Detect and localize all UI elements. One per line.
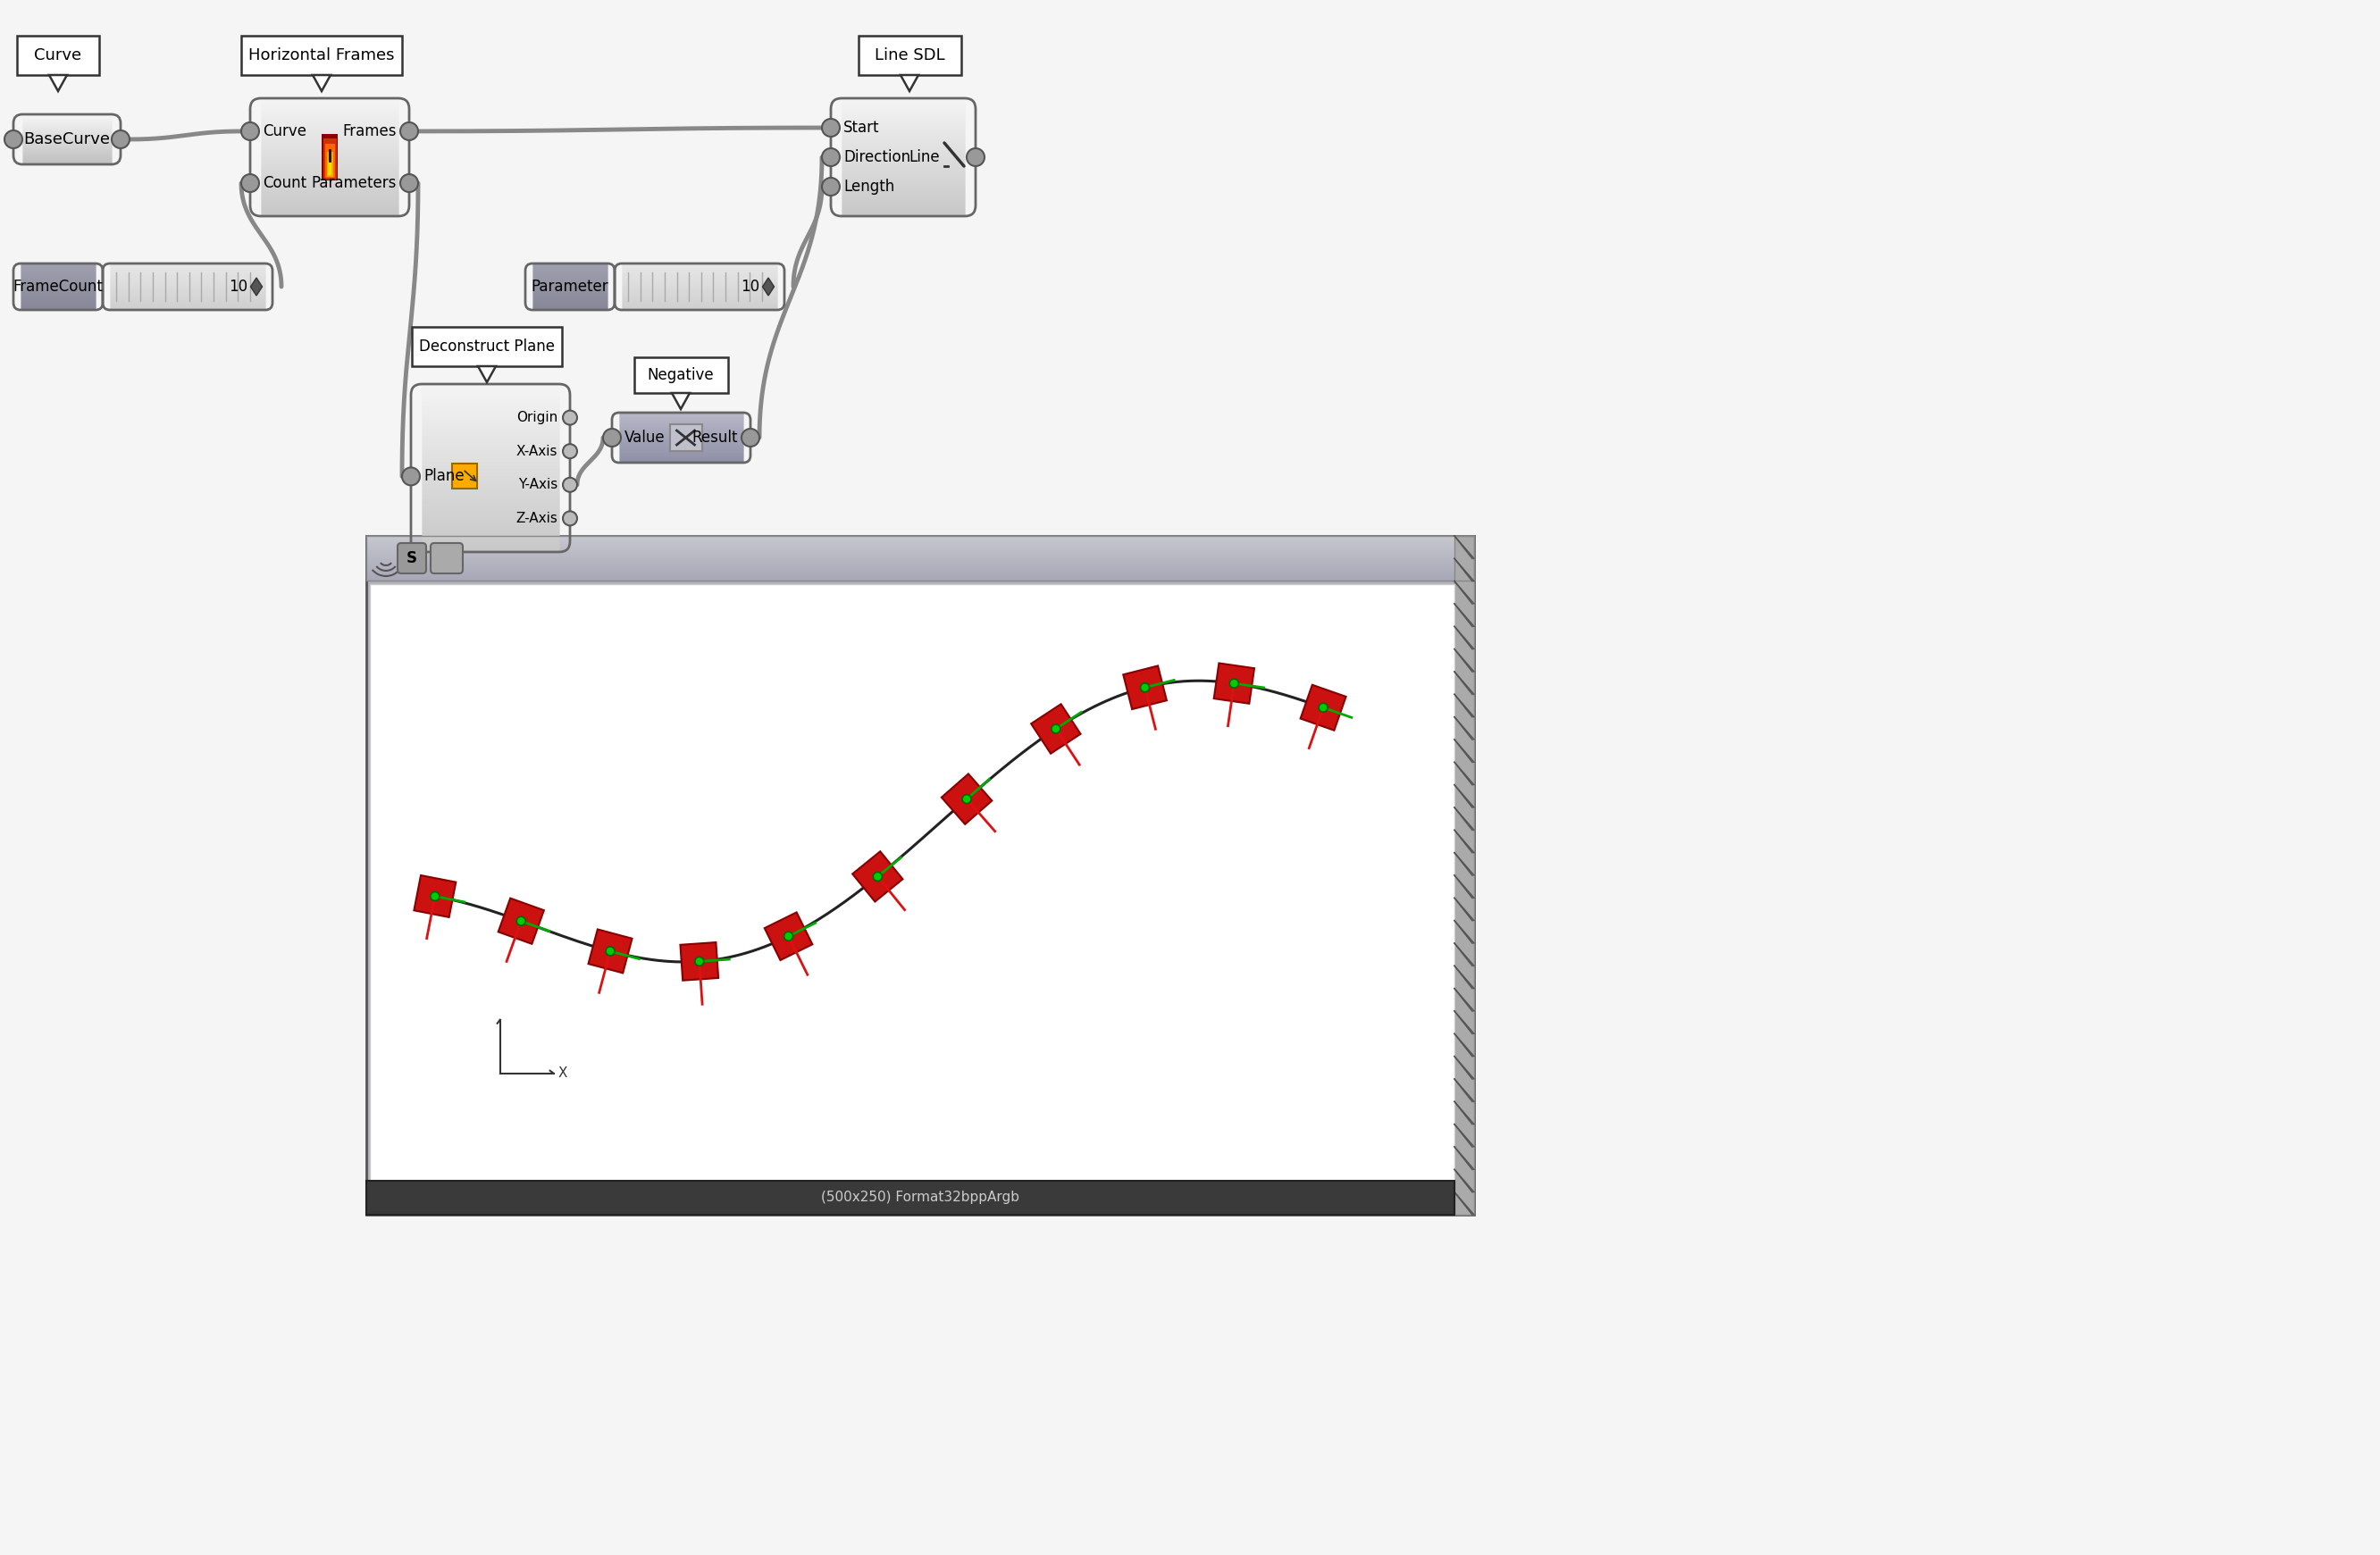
Circle shape xyxy=(431,893,440,900)
Text: Result: Result xyxy=(693,429,738,446)
Polygon shape xyxy=(764,913,812,959)
Text: Direction: Direction xyxy=(843,149,912,165)
Bar xyxy=(367,536,1473,1214)
Text: Count: Count xyxy=(262,176,307,191)
Circle shape xyxy=(562,445,576,459)
Circle shape xyxy=(516,916,526,925)
Text: BaseCurve: BaseCurve xyxy=(24,131,109,148)
Circle shape xyxy=(1140,683,1150,692)
Text: Curve: Curve xyxy=(33,47,81,64)
Circle shape xyxy=(112,131,129,148)
Bar xyxy=(326,152,333,177)
Text: S: S xyxy=(407,550,416,566)
Circle shape xyxy=(695,956,704,966)
Circle shape xyxy=(240,174,259,193)
Circle shape xyxy=(562,411,576,425)
Text: FrameCount: FrameCount xyxy=(12,278,102,295)
Polygon shape xyxy=(900,75,919,92)
Polygon shape xyxy=(1123,666,1166,709)
Text: Horizontal Frames: Horizontal Frames xyxy=(248,47,395,64)
Polygon shape xyxy=(762,278,774,295)
Text: Negative: Negative xyxy=(647,367,714,383)
Circle shape xyxy=(821,148,840,166)
Text: (500x250) Format32bppArgb: (500x250) Format32bppArgb xyxy=(821,1191,1019,1205)
Circle shape xyxy=(562,477,576,491)
Polygon shape xyxy=(942,774,992,824)
Polygon shape xyxy=(1031,704,1081,754)
Circle shape xyxy=(966,148,985,166)
Bar xyxy=(452,463,476,488)
Circle shape xyxy=(607,947,614,956)
Circle shape xyxy=(400,123,419,140)
Polygon shape xyxy=(588,930,633,973)
Polygon shape xyxy=(414,875,457,917)
Text: X: X xyxy=(557,1067,566,1081)
Circle shape xyxy=(1052,725,1061,734)
FancyBboxPatch shape xyxy=(431,543,462,574)
Text: Origin: Origin xyxy=(516,411,557,425)
Text: Parameter: Parameter xyxy=(531,278,609,295)
Bar xyxy=(859,36,962,75)
Text: Value: Value xyxy=(624,429,666,446)
Text: Line: Line xyxy=(909,149,940,165)
Bar xyxy=(367,536,1473,580)
Bar xyxy=(367,1180,1454,1214)
Circle shape xyxy=(743,429,759,446)
Polygon shape xyxy=(671,393,690,409)
Circle shape xyxy=(962,795,971,804)
Text: Start: Start xyxy=(843,120,881,135)
Polygon shape xyxy=(852,852,902,902)
Polygon shape xyxy=(250,278,262,295)
Text: Parameters: Parameters xyxy=(312,176,397,191)
Polygon shape xyxy=(681,942,719,981)
Bar xyxy=(240,36,402,75)
Text: Plane: Plane xyxy=(424,468,464,485)
Polygon shape xyxy=(312,75,331,92)
Text: 10: 10 xyxy=(228,278,248,295)
Circle shape xyxy=(821,118,840,137)
Polygon shape xyxy=(1299,684,1347,731)
Polygon shape xyxy=(50,75,67,92)
Bar xyxy=(369,585,1454,1180)
Text: X-Axis: X-Axis xyxy=(516,445,557,457)
Text: Line SDL: Line SDL xyxy=(873,47,945,64)
Circle shape xyxy=(402,468,419,485)
Circle shape xyxy=(1319,703,1328,712)
Circle shape xyxy=(240,123,259,140)
Text: Length: Length xyxy=(843,179,895,194)
Circle shape xyxy=(1230,680,1238,687)
Circle shape xyxy=(5,131,21,148)
Circle shape xyxy=(873,872,883,882)
Text: Curve: Curve xyxy=(262,123,307,140)
Circle shape xyxy=(821,177,840,196)
Text: Z-Axis: Z-Axis xyxy=(516,512,557,526)
Bar xyxy=(17,36,100,75)
Polygon shape xyxy=(497,899,545,944)
Bar xyxy=(321,134,338,180)
Bar xyxy=(1454,536,1473,1214)
Bar xyxy=(324,143,336,177)
Circle shape xyxy=(562,512,576,526)
Bar xyxy=(328,160,331,176)
Polygon shape xyxy=(1214,662,1254,703)
FancyBboxPatch shape xyxy=(397,543,426,574)
Text: Y-Axis: Y-Axis xyxy=(519,477,557,491)
Circle shape xyxy=(783,931,793,941)
Bar xyxy=(633,358,728,393)
Text: Deconstruct Plane: Deconstruct Plane xyxy=(419,339,555,355)
Bar xyxy=(412,327,562,365)
Bar xyxy=(669,425,702,451)
Text: Frames: Frames xyxy=(343,123,397,140)
Text: 10: 10 xyxy=(740,278,759,295)
Circle shape xyxy=(602,429,621,446)
Bar xyxy=(324,138,336,179)
Polygon shape xyxy=(478,365,495,383)
Circle shape xyxy=(400,174,419,193)
